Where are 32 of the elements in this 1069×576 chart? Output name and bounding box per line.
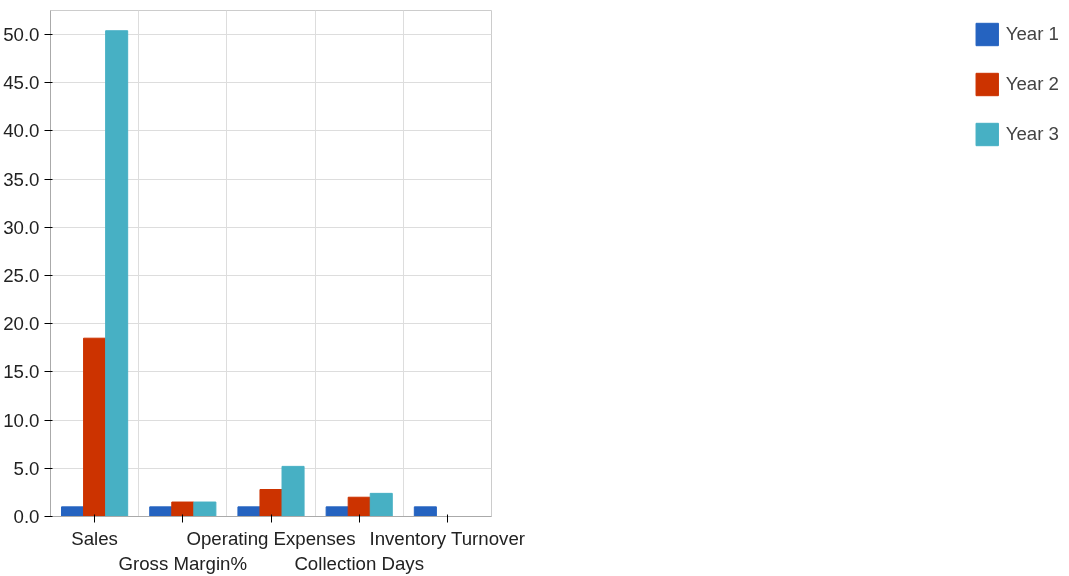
bar [413,506,437,517]
y-tick-label: 25.0 [3,265,40,287]
legend-label: Year 1 [1005,23,1059,45]
bar [281,465,305,517]
y-tick-label: 5.0 [13,457,40,479]
x-tick-label: Operating Expenses [186,527,356,549]
x-tick-label: Inventory Turnover [369,527,526,549]
bar [259,489,283,517]
y-tick-label: 10.0 [3,409,40,431]
legend-label: Year 2 [1005,73,1059,95]
bar [325,506,349,517]
bar [105,30,129,517]
x-tick-label: Sales [71,527,118,549]
bar [83,337,107,517]
y-tick-label: 35.0 [3,168,40,190]
y-tick-label: 15.0 [3,361,40,383]
y-tick-label: 0.0 [13,506,40,527]
bar [61,506,85,517]
legend-label: Year 3 [1005,123,1059,145]
bar [149,506,173,517]
bar [171,501,195,517]
x-tick-label: Collection Days [294,552,425,574]
y-tick-label: 40.0 [3,120,40,142]
y-tick-label: 45.0 [3,72,40,94]
x-tick-label: Gross Margin% [118,552,248,574]
y-tick-label: 30.0 [3,216,40,238]
bar [369,492,393,517]
y-tick-label: 50.0 [3,24,40,46]
bar [193,501,217,517]
bar [237,506,261,517]
y-tick-label: 20.0 [3,313,40,335]
bar [347,496,371,517]
